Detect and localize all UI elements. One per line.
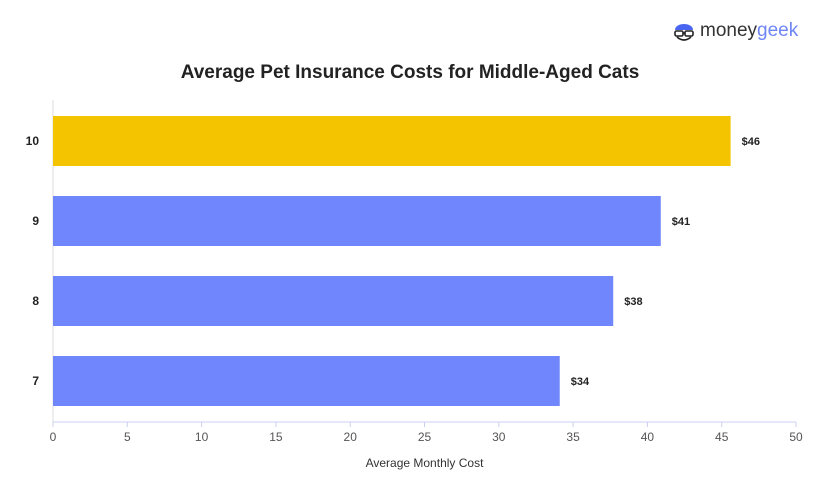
y-tick-label: 9: [32, 214, 39, 228]
x-tick-label: 25: [418, 430, 432, 444]
geek-face-icon: [674, 24, 694, 41]
data-label: $46: [742, 136, 760, 148]
chart-title: Average Pet Insurance Costs for Middle-A…: [180, 62, 640, 83]
y-tick-label: 10: [26, 134, 40, 148]
x-tick-label: 35: [566, 430, 580, 444]
x-tick-label: 30: [492, 430, 506, 444]
x-axis-title: Average Monthly Cost: [366, 456, 485, 470]
x-tick-label: 10: [195, 430, 209, 444]
data-label: $41: [672, 216, 690, 228]
y-tick-label: 7: [32, 374, 39, 388]
bar-7: [53, 356, 560, 406]
bar-10: [53, 116, 731, 166]
bar-8: [53, 276, 614, 326]
x-tick-label: 45: [715, 430, 729, 444]
x-tick-label: 0: [50, 430, 57, 444]
x-tick-label: 5: [124, 430, 131, 444]
logo-text-geek: geek: [757, 20, 799, 41]
data-label: $38: [624, 296, 642, 308]
x-tick-label: 40: [641, 430, 655, 444]
x-tick-label: 20: [344, 430, 358, 444]
y-tick-label: 8: [32, 294, 39, 308]
moneygeek-logo: money geek: [672, 20, 798, 42]
bar-9: [53, 196, 661, 246]
x-tick-label: 15: [269, 430, 283, 444]
data-label: $34: [571, 376, 590, 388]
x-tick-label: 50: [789, 430, 803, 444]
logo-text-money: money: [700, 20, 758, 41]
